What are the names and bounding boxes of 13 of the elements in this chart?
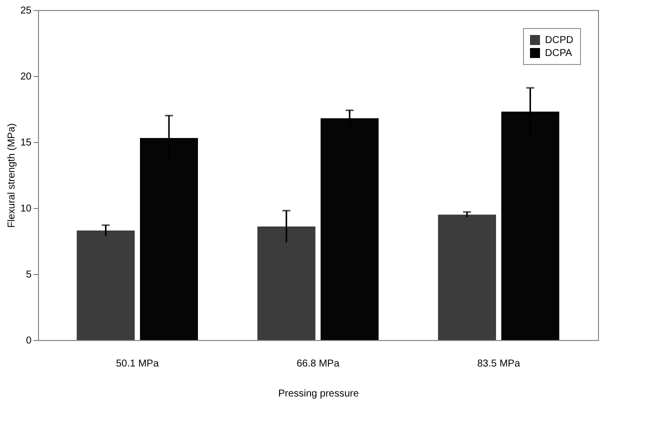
y-tick-label: 5 — [26, 270, 32, 280]
x-tick-label: 83.5 MPa — [477, 358, 520, 370]
legend-label: DCPA — [545, 48, 572, 59]
y-axis-title: Flexural strength (MPa) — [6, 123, 18, 228]
legend-label: DCPD — [545, 35, 574, 46]
x-tick-label: 50.1 MPa — [116, 358, 160, 370]
x-tick-label: 66.8 MPa — [296, 358, 340, 370]
y-tick-label: 0 — [26, 336, 32, 346]
y-tick-label: 15 — [20, 138, 32, 148]
y-tick-label: 20 — [20, 72, 32, 82]
x-axis-title: Pressing pressure — [278, 388, 360, 400]
y-tick-label: 10 — [20, 204, 32, 214]
y-tick-label: 25 — [20, 6, 32, 16]
